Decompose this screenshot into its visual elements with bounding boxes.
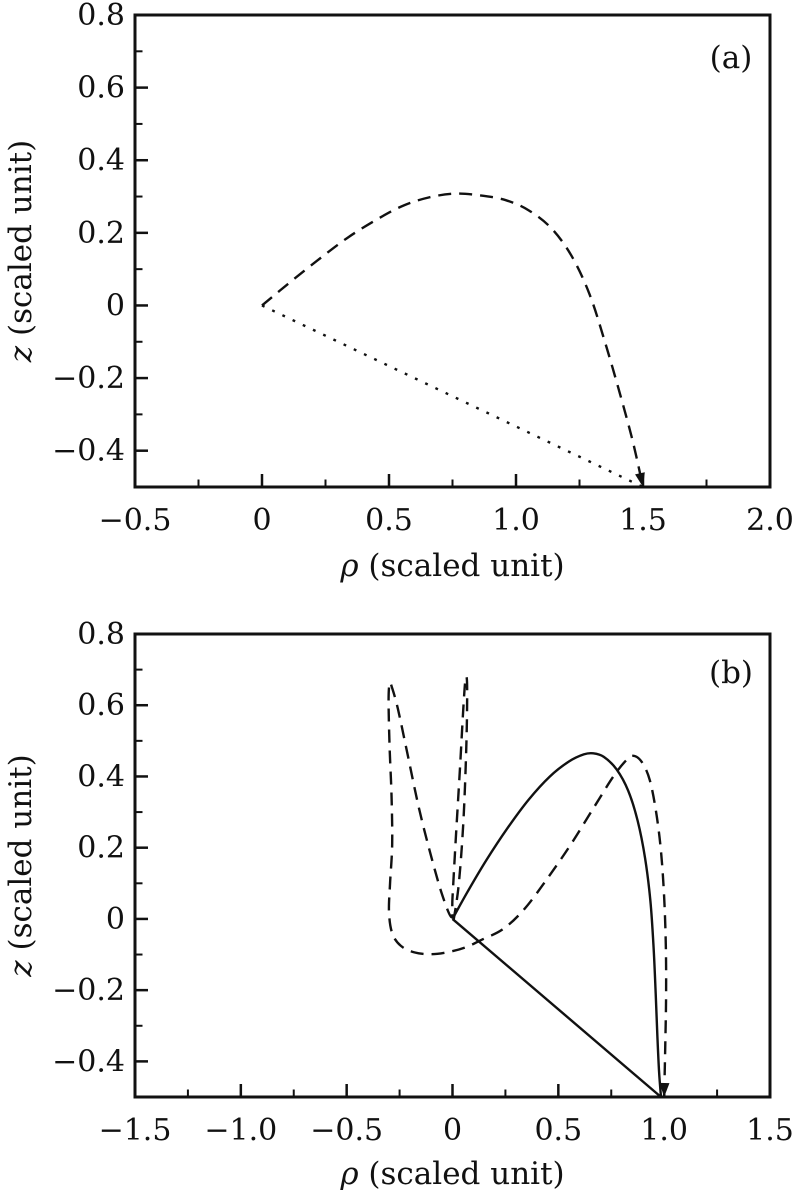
- y-tick-label: −0.4: [52, 434, 125, 469]
- y-tick-label: −0.4: [52, 1044, 125, 1079]
- x-axis-title: ρ (scaled unit): [339, 1156, 564, 1190]
- y-tick-label: 0: [106, 288, 125, 323]
- x-tick-label: 2.0: [746, 503, 794, 538]
- x-tick-label: 0.5: [365, 503, 413, 538]
- y-axis-title: z (scaled unit): [3, 140, 39, 363]
- y-tick-label: 0.6: [77, 688, 125, 723]
- axis-frame: [133, 13, 772, 489]
- panel-label: (a): [710, 40, 753, 76]
- x-tick-label: 1.0: [492, 503, 540, 538]
- y-tick-label: 0.6: [77, 71, 125, 106]
- axis-frame: [133, 632, 772, 1099]
- curve-precessing-trajectory-dashed: [387, 675, 668, 1098]
- y-tick-label: 0: [106, 902, 125, 937]
- trajectory-arrowhead: [659, 1082, 670, 1097]
- y-tick-label: 0.2: [77, 831, 125, 866]
- trajectory-arrowhead: [635, 472, 645, 487]
- x-tick-label: 0: [252, 503, 271, 538]
- y-tick-label: 0.4: [77, 143, 125, 178]
- x-tick-label: −1.0: [204, 1113, 277, 1148]
- curve-trajectory-arc-dashed: [261, 192, 645, 488]
- y-tick-label: 0.8: [77, 617, 125, 652]
- x-tick-label: 1.5: [619, 503, 667, 538]
- x-tick-label: −1.5: [99, 1113, 172, 1148]
- x-tick-label: 1.0: [640, 1113, 688, 1148]
- curve-trajectory-arc-solid: [451, 751, 663, 1098]
- x-tick-label: 1.5: [746, 1113, 794, 1148]
- curve-straight-return-solid: [451, 918, 662, 1098]
- x-tick-label: 0.5: [534, 1113, 582, 1148]
- y-tick-label: 0.2: [77, 216, 125, 251]
- y-tick-label: 0.4: [77, 759, 125, 794]
- plot-a: −0.5 0 0.5 1.0 1.5 2.0 0.8 0.6 0.4 0.2 0 −0.2 −0.4 (a…: [3, 0, 794, 584]
- panel-label: (b): [709, 655, 753, 691]
- curve-straight-return-dotted: [261, 304, 644, 489]
- x-tick-label: 0: [443, 1113, 462, 1148]
- y-axis-title: z (scaled unit): [3, 754, 39, 977]
- x-tick-label: −0.5: [310, 1113, 383, 1148]
- y-tick-label: −0.2: [52, 361, 125, 396]
- y-tick-label: 0.8: [77, 0, 125, 33]
- x-axis-title: ρ (scaled unit): [339, 548, 564, 584]
- plot-b: −1.5 −1.0 −0.5 0 0.5 1.0 1.5 0.8 0.6 0.4 0.2 0 −0.2 −…: [3, 617, 794, 1190]
- y-tick-label: −0.2: [52, 973, 125, 1008]
- x-tick-label: −0.5: [99, 503, 172, 538]
